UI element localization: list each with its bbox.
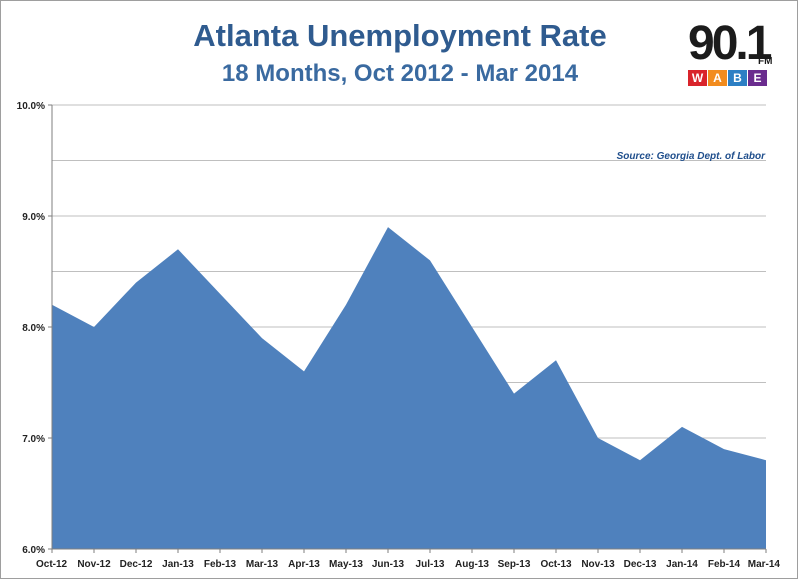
x-tick-label: Oct-13	[540, 559, 572, 570]
area-series	[51, 227, 767, 549]
x-tick-label: Oct-12	[36, 559, 68, 570]
area-fill	[52, 227, 766, 549]
x-tick-label: Mar-14	[748, 559, 781, 570]
x-tick-label: Jun-13	[372, 559, 405, 570]
x-tick-label: Apr-13	[288, 559, 320, 570]
x-tick-label: Feb-13	[204, 559, 237, 570]
wabe-logo: 90.1 FM W A B E	[688, 20, 772, 90]
chart-subtitle: 18 Months, Oct 2012 - Mar 2014	[221, 60, 579, 87]
logo-letter-row: W A B E	[688, 70, 767, 86]
logo-letter-e: E	[748, 70, 767, 86]
x-tick-label: Dec-13	[624, 559, 657, 570]
chart-title: Atlanta Unemployment Rate	[193, 18, 607, 53]
x-tick-label: Jul-13	[416, 559, 445, 570]
x-tick-label: Nov-13	[581, 559, 615, 570]
y-tick-label: 7.0%	[22, 434, 45, 445]
x-tick-label: May-13	[329, 559, 363, 570]
x-tick-label: Mar-13	[246, 559, 279, 570]
y-tick-labels: 6.0% 7.0% 8.0% 9.0% 10.0%	[17, 101, 45, 556]
y-tick-label: 9.0%	[22, 212, 45, 223]
logo-number: 90.1	[688, 17, 772, 70]
logo-fm: FM	[758, 56, 773, 67]
x-tick-label: Nov-12	[77, 559, 111, 570]
x-tick-label: Jan-14	[666, 559, 698, 570]
source-annotation: Source: Georgia Dept. of Labor	[616, 151, 765, 162]
axes	[48, 104, 767, 553]
x-tick-labels: Oct-12 Nov-12 Dec-12 Jan-13 Feb-13 Mar-13 Apr-…	[36, 559, 780, 570]
x-tick-label: Sep-13	[498, 559, 531, 570]
y-tick-label: 6.0%	[22, 545, 45, 556]
x-tick-label: Aug-13	[455, 559, 489, 570]
logo-letter-a: A	[708, 70, 727, 86]
y-tick-label: 8.0%	[22, 323, 45, 334]
x-tick-label: Dec-12	[120, 559, 153, 570]
x-tick-label: Jan-13	[162, 559, 194, 570]
x-tick-label: Feb-14	[708, 559, 741, 570]
logo-letter-w: W	[688, 70, 707, 86]
y-tick-label: 10.0%	[17, 101, 45, 112]
logo-letter-b: B	[728, 70, 747, 86]
